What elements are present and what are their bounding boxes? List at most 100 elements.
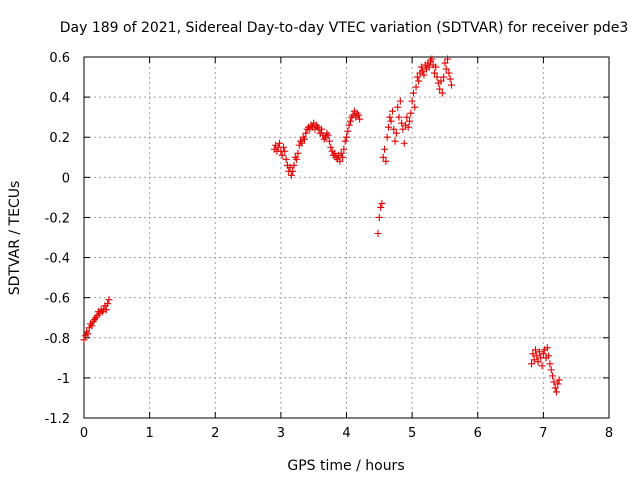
- data-point: [407, 109, 415, 117]
- data-point: [383, 133, 391, 141]
- y-tick-label: 0: [62, 171, 70, 186]
- data-point: [391, 137, 399, 145]
- data-point: [440, 73, 448, 81]
- y-tick-labels: 0.6 0.4 0.2 0 -0.2 -0.4 -0.6 -0.8 -1 -1.2: [45, 51, 70, 427]
- data-point: [336, 157, 344, 165]
- x-tick-label: 8: [605, 426, 613, 441]
- y-tick-label: -0.2: [45, 211, 70, 226]
- data-point: [415, 77, 423, 85]
- x-tick-label: 4: [342, 426, 350, 441]
- data-point: [388, 107, 396, 115]
- data-point: [102, 306, 110, 314]
- data-point: [302, 129, 310, 137]
- data-point: [543, 344, 551, 352]
- data-point: [375, 213, 383, 221]
- data-point: [534, 358, 542, 366]
- data-point: [406, 117, 413, 125]
- data-point: [390, 125, 398, 133]
- data-point: [344, 127, 352, 135]
- data-point: [448, 81, 455, 89]
- data-point: [446, 75, 454, 83]
- data-point: [301, 135, 308, 143]
- data-point: [550, 378, 558, 386]
- data-point: [412, 83, 420, 91]
- data-point: [413, 73, 421, 81]
- data-point: [529, 350, 537, 358]
- y-tick-label: -0.4: [45, 252, 70, 267]
- data-point: [535, 348, 543, 356]
- x-tick-label: 3: [277, 426, 285, 441]
- data-point: [392, 129, 400, 137]
- data-point: [444, 55, 452, 63]
- data-point: [286, 163, 294, 171]
- data-point: [356, 115, 364, 123]
- grid-lines: [84, 57, 609, 418]
- data-point: [436, 85, 444, 93]
- data-point: [420, 71, 428, 79]
- data-point: [433, 73, 441, 81]
- data-point: [318, 125, 326, 133]
- data-point: [331, 149, 339, 157]
- data-point: [555, 376, 563, 384]
- data-point: [400, 139, 408, 147]
- y-tick-label: -0.6: [45, 292, 70, 307]
- x-tick-label: 0: [80, 426, 88, 441]
- data-point: [445, 69, 453, 77]
- data-point: [533, 352, 541, 360]
- data-point: [339, 153, 347, 161]
- data-point: [432, 63, 440, 71]
- y-tick-label: 0.4: [49, 91, 70, 106]
- data-point: [411, 103, 419, 111]
- axis-ticks: [83, 56, 610, 419]
- data-point: [104, 300, 112, 308]
- data-point: [325, 137, 333, 145]
- data-point: [354, 111, 362, 119]
- data-point: [399, 125, 407, 133]
- x-tick-label: 5: [408, 426, 416, 441]
- data-point: [539, 350, 547, 358]
- data-point: [387, 117, 395, 125]
- y-tick-label: -0.8: [45, 332, 70, 347]
- data-point: [298, 139, 306, 147]
- data-point: [340, 145, 348, 153]
- data-point: [437, 77, 445, 85]
- x-axis-label: GPS time / hours: [287, 458, 404, 474]
- data-point: [374, 229, 382, 237]
- data-point: [289, 167, 297, 175]
- data-point: [278, 151, 286, 159]
- data-point: [545, 352, 553, 360]
- data-point: [553, 388, 560, 396]
- data-point: [293, 155, 301, 163]
- data-point: [385, 123, 392, 131]
- data-point: [441, 59, 449, 67]
- data-point: [290, 161, 298, 169]
- data-point: [442, 65, 450, 73]
- data-point: [395, 113, 403, 121]
- x-tick-label: 2: [211, 426, 219, 441]
- data-point: [287, 171, 295, 179]
- y-axis-label: SDTVAR / TECUs: [7, 181, 23, 296]
- data-point: [386, 113, 394, 121]
- data-point: [327, 143, 335, 151]
- data-point: [282, 155, 290, 163]
- data-points: [80, 55, 563, 396]
- data-point: [84, 330, 92, 338]
- data-point: [408, 97, 416, 105]
- data-point: [546, 360, 554, 368]
- data-point: [404, 123, 412, 131]
- data-point: [294, 149, 302, 157]
- data-point: [554, 380, 562, 388]
- data-point: [88, 322, 96, 330]
- data-point: [398, 119, 406, 127]
- data-point: [381, 145, 389, 153]
- data-point: [428, 55, 436, 63]
- data-point: [105, 296, 113, 304]
- data-point: [394, 103, 402, 111]
- data-point: [551, 384, 559, 392]
- data-point: [337, 149, 345, 157]
- data-point: [530, 356, 538, 364]
- chart-title: Day 189 of 2021, Sidereal Day-to-day VTE…: [60, 20, 629, 36]
- data-point: [425, 63, 433, 71]
- data-point: [532, 346, 539, 354]
